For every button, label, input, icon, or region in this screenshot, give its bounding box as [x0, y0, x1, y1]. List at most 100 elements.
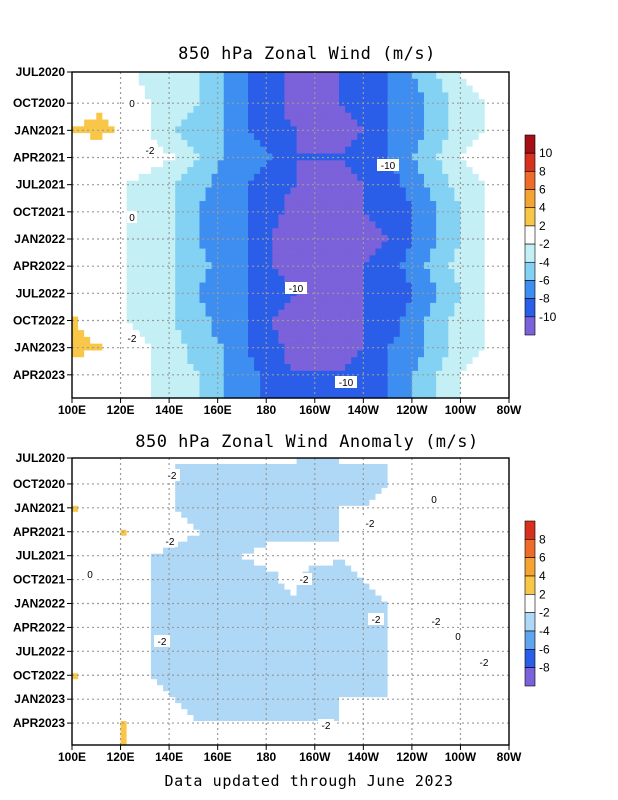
contour-cell	[150, 565, 158, 573]
contour-cell	[484, 323, 492, 331]
contour-cell	[460, 384, 468, 392]
contour-cell	[308, 302, 316, 311]
contour-cell	[405, 336, 413, 345]
contour-cell	[96, 248, 103, 256]
contour-cell	[260, 112, 267, 121]
contour-cell	[393, 194, 401, 202]
contour-cell	[478, 559, 486, 567]
contour-cell	[175, 529, 182, 537]
contour-cell	[163, 167, 170, 175]
contour-cell	[108, 133, 116, 141]
contour-cell	[187, 201, 194, 209]
contour-cell	[448, 187, 455, 195]
contour-cell	[369, 469, 377, 477]
contour-cell	[399, 92, 407, 100]
contour-cell	[296, 126, 304, 134]
contour-cell	[260, 511, 267, 519]
contour-cell	[211, 160, 219, 168]
contour-cell	[163, 323, 170, 331]
contour-cell	[96, 275, 103, 284]
contour-cell	[150, 487, 158, 495]
contour-cell	[229, 139, 237, 148]
contour-cell	[193, 475, 201, 483]
contour-cell	[496, 559, 504, 567]
contour-cell	[235, 391, 243, 399]
contour-cell	[375, 463, 383, 471]
contour-cell	[229, 377, 237, 386]
contour-cell	[120, 529, 128, 537]
contour-cell	[156, 78, 164, 87]
contour-cell	[229, 187, 237, 195]
contour-cell	[417, 481, 425, 489]
contour-cell	[351, 553, 358, 561]
contour-cell	[248, 517, 255, 525]
contour-cell	[120, 487, 128, 495]
contour-cell	[454, 553, 462, 561]
contour-cell	[314, 364, 322, 372]
contour-cell	[193, 463, 201, 471]
contour-cell	[332, 559, 340, 567]
contour-cell	[290, 377, 298, 386]
contour-cell	[199, 350, 207, 358]
contour-cell	[120, 499, 128, 507]
contour-cell	[430, 255, 437, 263]
contour-cell	[284, 481, 292, 489]
contour-cell	[90, 336, 97, 345]
contour-cell	[278, 194, 286, 202]
contour-cell	[496, 228, 504, 236]
contour-cell	[375, 268, 383, 277]
contour-cell	[345, 350, 352, 358]
contour-cell	[405, 323, 413, 331]
contour-cell	[326, 523, 334, 531]
contour-cell	[278, 391, 286, 399]
contour-cell	[484, 377, 492, 386]
contour-cell	[436, 282, 443, 290]
contour-cell	[187, 173, 194, 182]
contour-cell	[266, 241, 273, 250]
contour-cell	[175, 357, 182, 365]
contour-cell	[369, 505, 377, 513]
contour-cell	[381, 517, 389, 525]
contour-cell	[326, 343, 334, 352]
contour-cell	[320, 517, 328, 525]
contour-cell	[102, 268, 110, 277]
contour-cell	[193, 316, 201, 324]
contour-cell	[272, 469, 279, 477]
contour-cell	[381, 255, 389, 263]
contour-cell	[326, 262, 334, 270]
contour-cell	[205, 187, 213, 195]
contour-cell	[308, 458, 316, 465]
contour-cell	[126, 78, 134, 87]
contour-cell	[181, 126, 188, 134]
contour-cell	[339, 493, 346, 501]
contour-cell	[138, 559, 146, 567]
contour-cell	[345, 517, 352, 525]
contour-cell	[308, 275, 316, 284]
contour-cell	[272, 541, 279, 549]
contour-cell	[108, 85, 116, 93]
contour-cell	[181, 487, 188, 495]
contour-cell	[96, 463, 103, 471]
contour-cell	[484, 309, 492, 318]
contour-cell	[290, 302, 298, 311]
contour-cell	[132, 511, 140, 519]
contour-cell	[496, 499, 504, 507]
contour-cell	[448, 119, 455, 127]
contour-cell	[332, 499, 340, 507]
contour-cell	[272, 505, 279, 513]
contour-cell	[357, 187, 364, 195]
contour-cell	[175, 309, 182, 318]
contour-cell	[460, 248, 468, 256]
contour-cell	[442, 105, 449, 114]
contour-cell	[72, 119, 79, 127]
contour-cell	[205, 173, 213, 182]
contour-cell	[351, 384, 358, 392]
contour-cell	[339, 553, 346, 561]
contour-cell	[490, 241, 498, 250]
contour-cell	[144, 481, 152, 489]
contour-cell	[405, 384, 413, 392]
contour-cell	[302, 241, 310, 250]
contour-cell	[345, 78, 352, 87]
contour-cell	[217, 160, 225, 168]
contour-cell	[193, 323, 201, 331]
